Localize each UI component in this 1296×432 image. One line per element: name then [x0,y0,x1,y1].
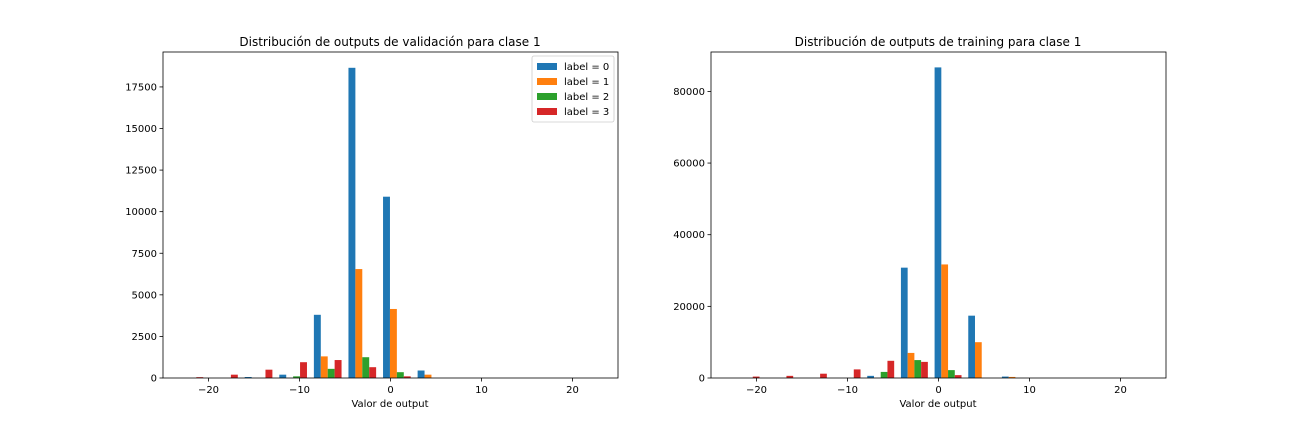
bar [293,376,301,378]
y-tick-label: 80000 [673,87,705,98]
bar [265,369,273,378]
bar [820,373,827,378]
bar [887,360,895,378]
y-tick-label: 60000 [673,159,705,170]
bar [230,374,238,378]
bar [867,375,874,378]
x-axis-label: Valor de output [899,399,976,410]
x-tick-label: 20 [1114,385,1127,396]
bar [948,370,955,378]
chart-title: Distribución de outputs de validación pa… [239,35,540,49]
y-tick-label: 0 [151,374,157,385]
bar [389,308,397,378]
bar [355,269,363,378]
y-tick-label: 5000 [132,290,157,301]
chart-training: Distribución de outputs de training para… [673,35,1167,410]
y-tick-label: 15000 [125,124,157,135]
y-tick-label: 0 [699,374,705,385]
y-tick-label: 7500 [132,249,157,260]
legend-swatch [537,63,557,70]
x-tick-label: 10 [475,385,488,396]
chart-title: Distribución de outputs de training para… [795,35,1082,49]
bar [968,315,975,378]
x-tick-label: 0 [387,385,393,396]
y-tick-label: 17500 [125,82,157,93]
bar [383,196,390,378]
bars [752,67,1016,379]
y-ticks: 0 2500 5000 7500 10000 12500 15000 17500 [125,82,163,385]
bar [941,264,949,378]
legend-label: label = 2 [564,92,609,103]
y-tick-label: 20000 [673,302,705,313]
x-tick-label: 10 [1023,385,1036,396]
y-tick-label: 10000 [125,207,157,218]
bar [320,356,328,378]
legend-box [531,55,615,123]
bar [914,360,922,378]
x-ticks: −20 −10 0 10 20 [198,378,579,396]
bar [934,67,942,379]
chart-validation: Distribución de outputs de validación pa… [125,35,619,410]
x-tick-label: −20 [198,385,219,396]
bar [1008,376,1016,378]
bar [786,375,794,378]
bar [313,314,321,378]
y-tick-label: 12500 [125,166,157,177]
plot-frame [162,51,619,379]
y-tick-label: 40000 [673,230,705,241]
bar [369,367,377,378]
bar [752,376,760,378]
x-axis-label: Valor de output [351,399,428,410]
y-tick-label: 2500 [132,332,157,343]
legend: label = 0 label = 1 label = 2 label = 3 [531,55,615,123]
y-ticks: 0 20000 40000 60000 80000 [673,87,711,385]
bar [244,377,252,378]
bar [348,67,356,379]
bar [853,369,861,378]
x-tick-label: −20 [746,385,767,396]
bar [417,370,425,378]
bar [196,377,204,378]
bar [403,376,411,378]
bar [954,375,962,378]
bar [279,374,287,378]
bars [196,67,432,379]
bar [362,357,370,378]
legend-swatch [537,78,557,85]
bar [396,372,404,378]
bar [921,361,928,378]
x-tick-label: −10 [289,385,310,396]
legend-label: label = 0 [564,62,609,73]
bar [334,360,342,378]
bar [907,352,915,378]
legend-swatch [537,93,557,100]
bar [424,374,432,378]
x-ticks: −20 −10 0 10 20 [746,378,1127,396]
bar [327,368,335,378]
bar [300,362,307,378]
x-tick-label: −10 [837,385,858,396]
bar [1001,376,1009,378]
x-tick-label: 0 [935,385,941,396]
bar [900,267,908,378]
bar [974,342,982,378]
legend-label: label = 1 [564,77,609,88]
x-tick-label: 20 [566,385,579,396]
legend-label: label = 3 [564,107,609,118]
plot-frame [710,51,1167,379]
bar [880,371,888,378]
legend-swatch [537,108,557,115]
